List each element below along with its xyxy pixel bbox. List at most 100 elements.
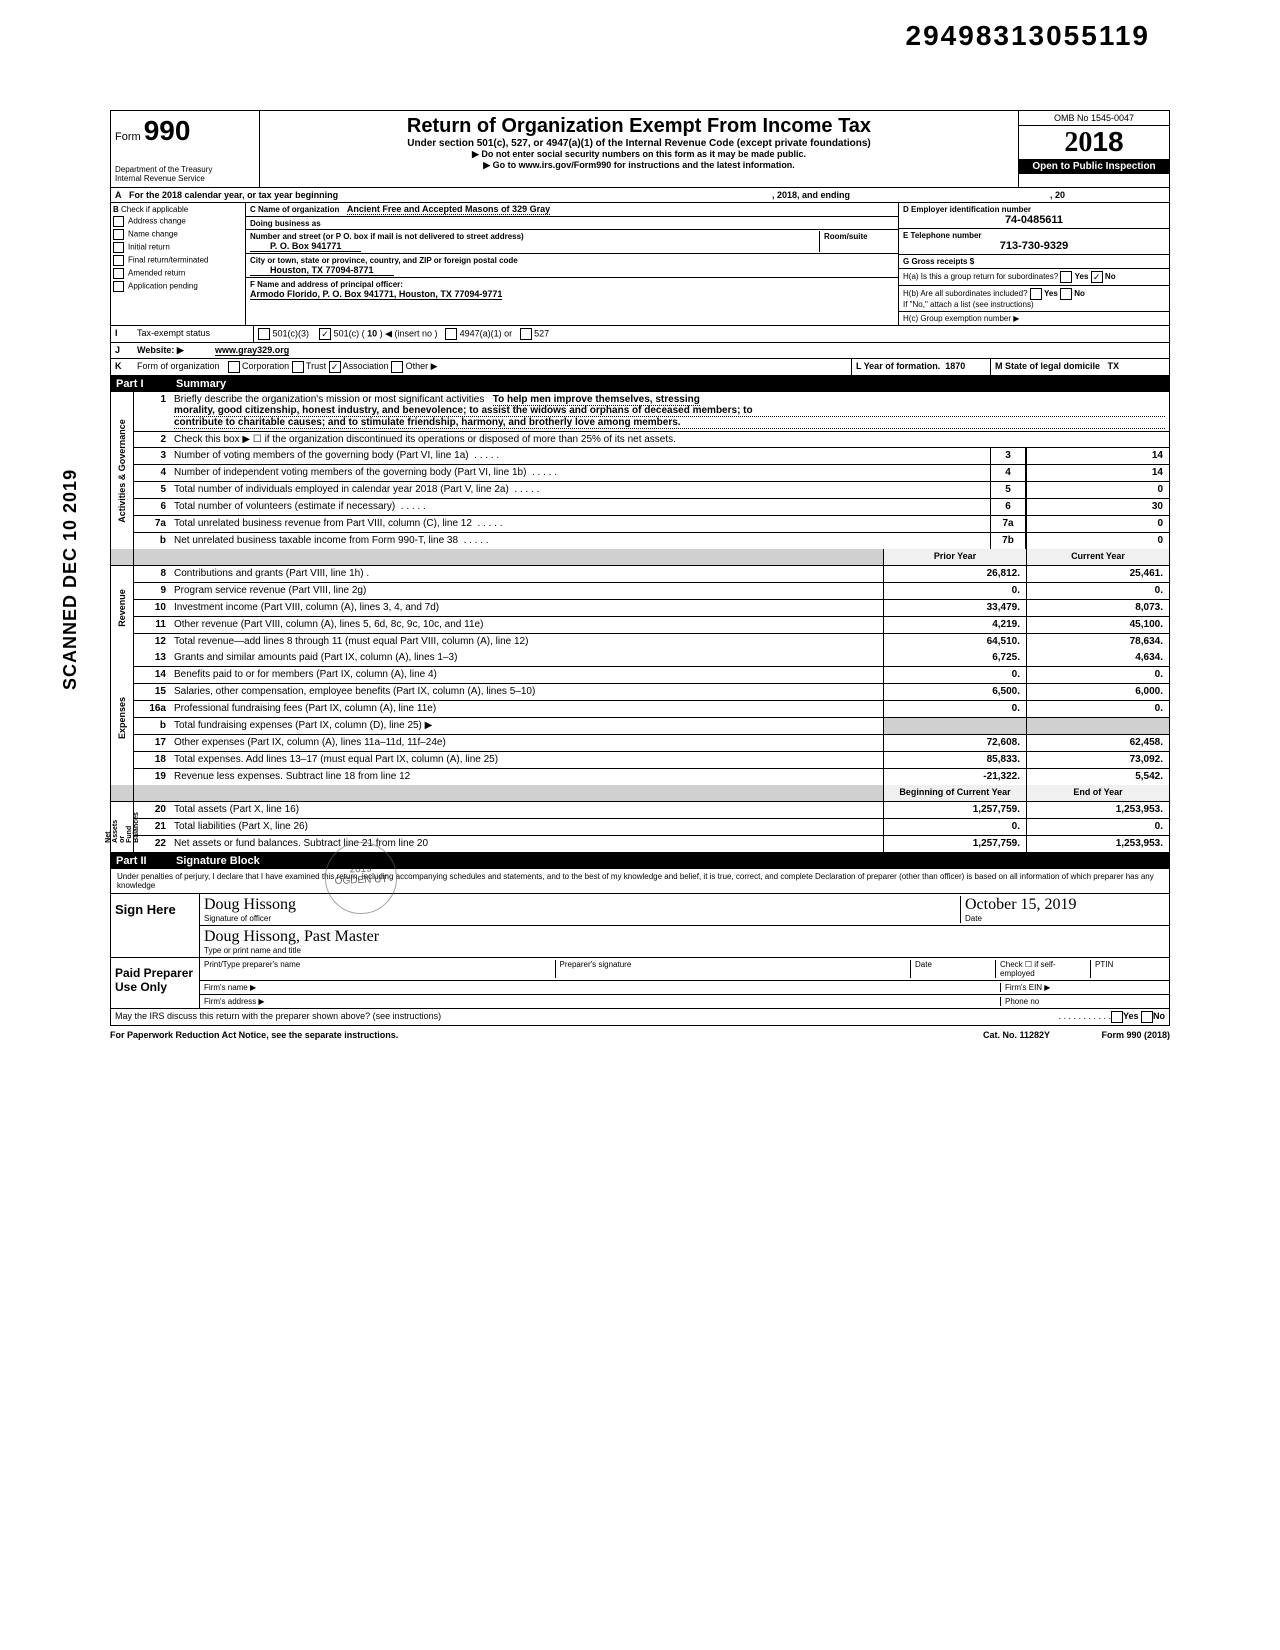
- may-yes-checkbox[interactable]: [1111, 1011, 1123, 1023]
- prior-val: [883, 718, 1026, 734]
- summary-row: bNet unrelated business taxable income f…: [134, 533, 1169, 549]
- row-k: K Form of organization Corporation Trust…: [110, 359, 1170, 376]
- line-desc: Total number of volunteers (estimate if …: [170, 499, 990, 515]
- ein-val: 74-0485611: [903, 214, 1165, 226]
- prep-name-label: Print/Type preparer's name: [204, 960, 555, 978]
- summary-row: 16aProfessional fundraising fees (Part I…: [134, 701, 1169, 718]
- city-label: City or town, state or province, country…: [250, 256, 518, 265]
- 501c3-checkbox[interactable]: [258, 328, 270, 340]
- i-label: I: [111, 326, 133, 342]
- may-irs-text: May the IRS discuss this return with the…: [115, 1011, 441, 1023]
- hb-no-checkbox[interactable]: [1060, 288, 1072, 300]
- checkbox[interactable]: [113, 242, 124, 253]
- prior-val: 64,510.: [883, 634, 1026, 650]
- sign-here-label: Sign Here: [111, 894, 200, 957]
- summary-row: 18Total expenses. Add lines 13–17 (must …: [134, 752, 1169, 769]
- name-label: Type or print name and title: [204, 946, 1165, 955]
- phone-val: 713-730-9329: [903, 240, 1165, 252]
- open-public: Open to Public Inspection: [1019, 159, 1169, 174]
- officer-cell: F Name and address of principal officer:…: [246, 278, 898, 301]
- exp-label: Expenses: [117, 696, 127, 738]
- org-type-checkbox[interactable]: [391, 361, 403, 373]
- line-val: 14: [1026, 465, 1169, 481]
- line-no: 10: [134, 600, 170, 616]
- ha-yes-checkbox[interactable]: [1060, 271, 1072, 283]
- org-name-cell: C Name of organization Ancient Free and …: [246, 203, 898, 217]
- dba-label: Doing business as: [250, 219, 321, 228]
- line-box: 7a: [990, 516, 1026, 532]
- scanned-stamp: SCANNED DEC 10 2019: [60, 469, 81, 690]
- checkbox[interactable]: [113, 268, 124, 279]
- k-text: Form of organization: [133, 359, 224, 375]
- pra-notice: For Paperwork Reduction Act Notice, see …: [110, 1030, 398, 1040]
- 527-checkbox[interactable]: [520, 328, 532, 340]
- part1-title: Summary: [176, 378, 226, 390]
- row-j: J Website: ▶ www.gray329.org: [110, 343, 1170, 359]
- d-label: D Employer identification number: [903, 205, 1031, 214]
- side-label-gov: Activities & Governance: [111, 392, 134, 549]
- line-desc: Professional fundraising fees (Part IX, …: [170, 701, 883, 717]
- summary-row: 13Grants and similar amounts paid (Part …: [134, 650, 1169, 667]
- line-val: 0: [1026, 482, 1169, 498]
- line-no: 19: [134, 769, 170, 785]
- checkbox[interactable]: [113, 281, 124, 292]
- cur-val: 8,073.: [1026, 600, 1169, 616]
- opt-501c-a: 501(c) (: [334, 328, 365, 338]
- org-type-checkbox[interactable]: [228, 361, 240, 373]
- f-label: F Name and address of principal officer:: [250, 280, 403, 289]
- line-box: 4: [990, 465, 1026, 481]
- hb-yes-checkbox[interactable]: [1030, 288, 1042, 300]
- org-type-checkbox[interactable]: ✓: [329, 361, 341, 373]
- ptin-label: PTIN: [1090, 960, 1165, 978]
- checkbox[interactable]: [113, 229, 124, 240]
- summary-row: 17Other expenses (Part IX, column (A), l…: [134, 735, 1169, 752]
- cur-val: 1,253,953.: [1026, 802, 1169, 818]
- line-no: 15: [134, 684, 170, 700]
- hb-sub: If "No," attach a list (see instructions…: [903, 300, 1034, 309]
- checkbox[interactable]: [113, 255, 124, 266]
- cur-val: 0.: [1026, 667, 1169, 683]
- gross-cell: G Gross receipts $: [899, 255, 1169, 269]
- line-desc: Grants and similar amounts paid (Part IX…: [170, 650, 883, 666]
- mission-cont1: morality, good citizenship, honest indus…: [174, 405, 1165, 417]
- hc-label: H(c) Group exemption number ▶: [903, 314, 1019, 323]
- col-b: B Check if applicable Address changeName…: [111, 203, 246, 325]
- line-desc: Benefits paid to or for members (Part IX…: [170, 667, 883, 683]
- line2-row: 2 Check this box ▶ ☐ if the organization…: [134, 432, 1169, 448]
- mission-row: 1 Briefly describe the organization's mi…: [134, 392, 1169, 432]
- line-val: 0: [1026, 516, 1169, 532]
- form-number: Form 990: [115, 115, 255, 147]
- summary-row: 8Contributions and grants (Part VIII, li…: [134, 566, 1169, 583]
- net-header-desc: [170, 785, 883, 801]
- ha-no-checkbox[interactable]: ✓: [1091, 271, 1103, 283]
- line-no: 11: [134, 617, 170, 633]
- line-no: 12: [134, 634, 170, 650]
- line-desc: Other expenses (Part IX, column (A), lin…: [170, 735, 883, 751]
- 501c-checkbox[interactable]: ✓: [319, 328, 331, 340]
- prior-val: 33,479.: [883, 600, 1026, 616]
- omb-number: OMB No 1545-0047: [1019, 111, 1169, 126]
- line-desc: Total revenue—add lines 8 through 11 (mu…: [170, 634, 883, 650]
- hb-label: H(b) Are all subordinates included?: [903, 289, 1028, 298]
- cur-val: 78,634.: [1026, 634, 1169, 650]
- line-no: 8: [134, 566, 170, 582]
- line-desc: Other revenue (Part VIII, column (A), li…: [170, 617, 883, 633]
- line-desc: Program service revenue (Part VIII, line…: [170, 583, 883, 599]
- cur-val: 0.: [1026, 701, 1169, 717]
- paid-preparer-row: Paid Preparer Use Only Print/Type prepar…: [111, 958, 1169, 1009]
- mission-text: Briefly describe the organization's miss…: [170, 392, 1169, 431]
- part2-title: Signature Block: [176, 855, 260, 867]
- 4947-checkbox[interactable]: [445, 328, 457, 340]
- checkbox-line: Name change: [113, 229, 243, 240]
- checkbox[interactable]: [113, 216, 124, 227]
- part1-header: Part I Summary: [110, 376, 1170, 392]
- col-b-label: B: [113, 205, 119, 214]
- may-no-checkbox[interactable]: [1141, 1011, 1153, 1023]
- cur-val: 45,100.: [1026, 617, 1169, 633]
- col-header-row: Prior Year Current Year: [111, 549, 1169, 566]
- line-desc: Total fundraising expenses (Part IX, col…: [170, 718, 883, 734]
- summary-row: 12Total revenue—add lines 8 through 11 (…: [134, 634, 1169, 650]
- line-desc: Net unrelated business taxable income fr…: [170, 533, 990, 549]
- org-type-checkbox[interactable]: [292, 361, 304, 373]
- cur-val: 62,458.: [1026, 735, 1169, 751]
